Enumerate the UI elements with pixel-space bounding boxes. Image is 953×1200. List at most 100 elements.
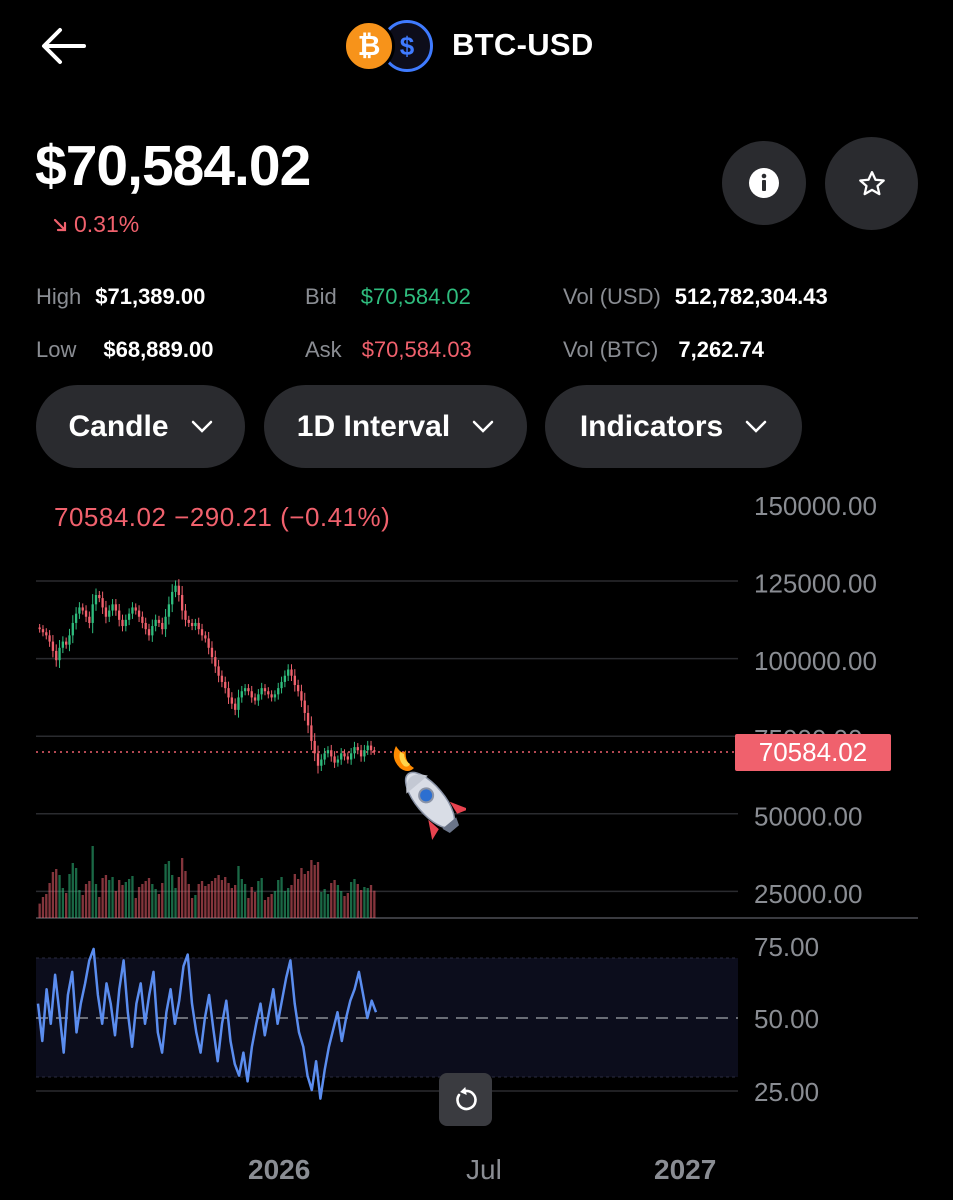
- volume-bar: [187, 884, 190, 918]
- volume-bar: [287, 888, 290, 918]
- volume-bar: [296, 879, 300, 918]
- volume-bar: [330, 883, 333, 918]
- candle-body: [330, 750, 333, 757]
- stat-vol-btc: Vol (BTC) 7,262.74: [563, 337, 764, 363]
- candle-body: [127, 613, 131, 620]
- volume-bar: [184, 871, 187, 918]
- candle-body: [214, 657, 217, 667]
- volume-bar: [127, 879, 131, 918]
- candle-body: [369, 745, 373, 751]
- candle-body: [349, 753, 353, 760]
- price-chart[interactable]: 75.00 50.00 25.00 150000.00 125000.00 100000…: [0, 470, 953, 1200]
- candle-body: [323, 753, 326, 760]
- candle-body: [200, 629, 204, 636]
- volume-bar: [104, 875, 108, 918]
- volume-bar: [74, 868, 78, 918]
- candle-body: [48, 635, 51, 642]
- volume-bar: [137, 887, 141, 918]
- rsi-line: [36, 947, 378, 1100]
- rsi-tick-label: 50.00: [754, 1004, 819, 1034]
- candle-body: [353, 747, 356, 754]
- volume-bar: [131, 876, 134, 918]
- favorite-button[interactable]: [825, 137, 918, 230]
- volume-bar: [151, 884, 154, 918]
- candle-body: [293, 675, 296, 686]
- volume-bar: [101, 878, 104, 918]
- volume-bar: [98, 897, 101, 918]
- back-arrow-icon[interactable]: [36, 22, 92, 70]
- stats-grid: High $71,389.00 Low $68,889.00 Bid $70,5…: [0, 282, 953, 372]
- volume-bar: [323, 889, 326, 918]
- candle-body: [336, 759, 340, 763]
- candle-body: [270, 694, 273, 698]
- volume-bar: [280, 877, 283, 918]
- candle-body: [277, 688, 280, 695]
- price-change: 0.31%: [52, 211, 139, 238]
- candle-body: [257, 694, 260, 701]
- volume-bar: [230, 888, 234, 918]
- candle-body: [144, 622, 147, 630]
- reset-zoom-button[interactable]: [439, 1073, 492, 1126]
- volume-bar: [210, 881, 214, 918]
- candle-body: [157, 619, 161, 623]
- volume-bar: [61, 888, 65, 918]
- chevron-down-icon: [745, 420, 767, 433]
- candle-body: [114, 604, 118, 611]
- volume-bar: [270, 894, 273, 918]
- volume-bar: [204, 886, 207, 918]
- volume-bar: [224, 877, 227, 918]
- indicators-dropdown[interactable]: Indicators: [545, 385, 802, 468]
- volume-bar: [237, 866, 240, 918]
- volume-bar: [167, 861, 171, 918]
- candle-body: [38, 627, 41, 630]
- candle-body: [101, 598, 104, 608]
- candle-body: [343, 753, 346, 757]
- volume-bar: [336, 885, 340, 918]
- volume-bar: [320, 892, 323, 918]
- candle-body: [94, 595, 98, 605]
- candle-body: [359, 750, 363, 757]
- volume-bar: [48, 883, 51, 918]
- volume-bar: [283, 891, 287, 918]
- bitcoin-icon: ₿: [343, 20, 395, 72]
- stat-value: 512,782,304.43: [674, 284, 828, 309]
- stat-value: $70,584.03: [361, 337, 472, 362]
- volume-bars: [38, 846, 376, 918]
- volume-bar: [356, 884, 359, 918]
- chart-type-label: Candle: [68, 409, 169, 443]
- candle-body: [237, 697, 240, 710]
- info-button[interactable]: [722, 141, 806, 225]
- candle-body: [287, 669, 290, 676]
- volume-bar: [260, 878, 263, 918]
- stat-label: High: [36, 284, 82, 309]
- candle-body: [247, 688, 250, 692]
- volume-bar: [326, 894, 330, 918]
- volume-bar: [257, 881, 260, 918]
- candle-body: [74, 613, 78, 623]
- candle-body: [340, 753, 343, 760]
- volume-bar: [68, 874, 71, 918]
- volume-bar: [310, 860, 313, 918]
- volume-bar: [65, 893, 68, 918]
- chart-type-dropdown[interactable]: Candle: [36, 385, 245, 468]
- candle-body: [210, 647, 214, 658]
- x-tick-label: 2026: [248, 1154, 311, 1185]
- volume-bar: [51, 872, 55, 918]
- candle-body: [71, 622, 74, 636]
- stat-bid: Bid $70,584.02: [305, 284, 471, 310]
- last-price-tag: 70584.02: [735, 734, 891, 771]
- volume-bar: [134, 898, 137, 918]
- volume-bar: [180, 858, 184, 918]
- indicators-label: Indicators: [579, 409, 724, 443]
- volume-bar: [303, 874, 306, 918]
- candle-body: [273, 694, 277, 698]
- candle-body: [234, 703, 237, 710]
- candle-body: [373, 750, 376, 752]
- volume-bar: [55, 869, 58, 918]
- candle-body: [41, 629, 45, 633]
- interval-dropdown[interactable]: 1D Interval: [264, 385, 527, 468]
- candle-body: [263, 688, 267, 692]
- volume-bar: [88, 881, 91, 918]
- volume-bar: [316, 862, 320, 918]
- volume-bar: [263, 900, 267, 918]
